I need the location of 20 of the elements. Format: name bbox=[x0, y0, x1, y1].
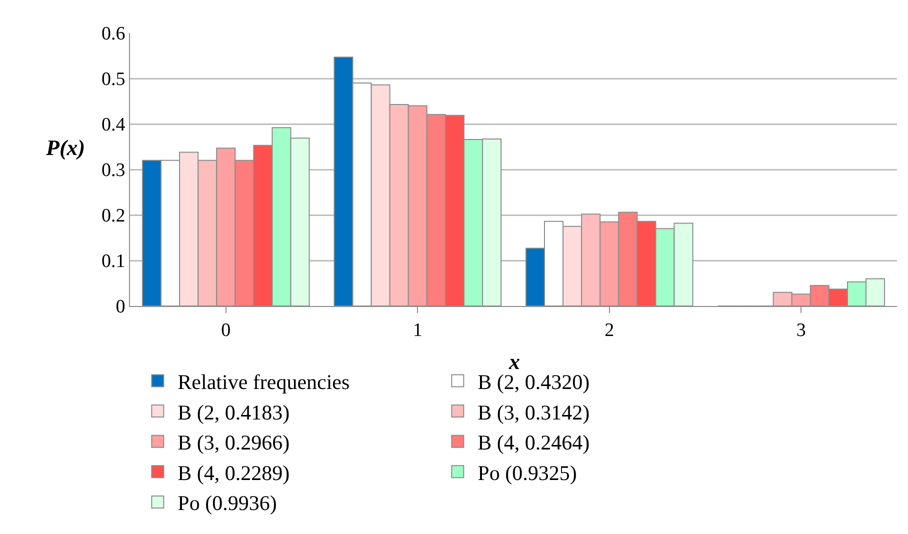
x-tick-label: 3 bbox=[796, 320, 806, 341]
legend-label: B (4, 0.2464) bbox=[478, 430, 590, 455]
legend-label: B (2, 0.4183) bbox=[178, 400, 290, 424]
x-tick-label: 0 bbox=[221, 320, 231, 341]
y-tick-label: 0.1 bbox=[101, 251, 126, 272]
y-tick-label: 0 bbox=[116, 296, 126, 318]
legend-label: Po (0.9936) bbox=[178, 491, 277, 516]
x-tick-label: 1 bbox=[412, 320, 422, 341]
legend-label: B (4, 0.2289) bbox=[178, 460, 290, 485]
legend-label: Relative frequencies bbox=[178, 370, 350, 394]
y-tick-label: 0.3 bbox=[101, 160, 126, 182]
y-tick-label: 0.6 bbox=[101, 24, 126, 45]
legend-label: B (3, 0.3142) bbox=[478, 400, 590, 424]
y-axis-title: P(x) bbox=[45, 135, 86, 160]
y-tick-label: 0.2 bbox=[101, 206, 126, 227]
legend-label: B (3, 0.2966) bbox=[178, 430, 290, 455]
y-tick-label: 0.5 bbox=[101, 69, 126, 90]
y-tick-label: 0.4 bbox=[101, 114, 126, 136]
legend-label: Po (0.9325) bbox=[478, 460, 577, 485]
x-tick-label: 2 bbox=[604, 320, 614, 341]
